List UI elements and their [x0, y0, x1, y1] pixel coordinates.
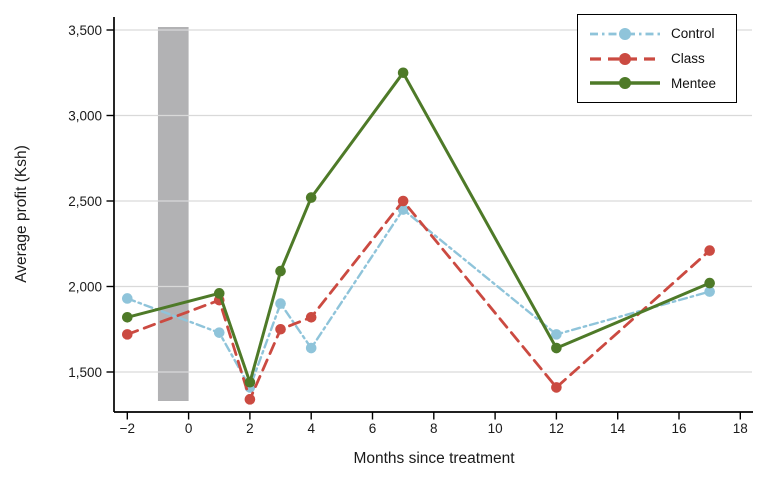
legend-entry-control: Control	[588, 24, 728, 44]
x-axis-title: Months since treatment	[353, 450, 515, 467]
y-tick-label-2000: 2,000	[68, 279, 102, 294]
legend-label-mentee: Mentee	[671, 75, 717, 91]
legend-label-class: Class	[671, 51, 705, 66]
legend-line-sample-control-icon	[590, 27, 660, 40]
data-point-class-m17	[704, 245, 715, 256]
data-point-control-m4	[305, 342, 317, 354]
data-point-control-m1	[213, 327, 225, 338]
legend-sample-marker	[619, 77, 631, 90]
series-line-control	[126, 208, 711, 389]
data-point-mentee-m12	[551, 342, 562, 354]
x-tick-label-4: 4	[307, 421, 315, 436]
legend-entry-class: Class	[588, 49, 728, 69]
data-point-class-m12	[551, 382, 562, 393]
data-point-class-m-2	[122, 329, 133, 340]
y-tick-label-1500: 1,500	[68, 365, 102, 380]
data-point-class-m3	[275, 323, 286, 335]
series-line-class	[125, 199, 711, 401]
data-point-class-m2	[244, 394, 256, 405]
data-point-mentee-m2	[244, 376, 256, 388]
x-tick-label-2: 2	[246, 421, 254, 436]
x-tick-label--2: −2	[120, 421, 135, 436]
data-point-control-m3	[275, 298, 286, 309]
data-point-class-m4	[305, 311, 317, 323]
y-axis-title: Average profit (Ksh)	[13, 145, 30, 283]
legend-sample-marker	[619, 27, 631, 40]
data-point-mentee-m4	[305, 192, 317, 203]
x-tick-label-10: 10	[488, 421, 503, 436]
y-tick-label-2500: 2,500	[68, 194, 102, 209]
legend-label-control: Control	[671, 26, 715, 42]
x-tick-label-14: 14	[610, 421, 626, 436]
series-line-mentee	[125, 71, 712, 384]
data-point-control-m-2	[122, 293, 133, 304]
legend-entry-mentee: Mentee	[588, 73, 728, 93]
y-tick-label-3000: 3,000	[68, 108, 102, 123]
data-point-mentee-m1	[213, 288, 225, 299]
treatment-period-shaded-band	[157, 27, 189, 401]
legend-line-sample-mentee-icon	[590, 77, 660, 90]
x-tick-label-16: 16	[671, 421, 686, 436]
x-tick-label-6: 6	[369, 421, 377, 436]
data-point-mentee-m7	[397, 67, 409, 79]
x-tick-label-12: 12	[549, 421, 564, 436]
legend-sample-marker	[619, 52, 631, 65]
data-point-mentee-m3	[275, 265, 286, 277]
data-point-mentee-m17	[704, 277, 715, 289]
data-point-control-m17	[704, 286, 715, 297]
legend-line-sample-class-icon	[590, 52, 660, 65]
data-point-control-m12	[551, 329, 562, 340]
data-point-control-m7	[397, 204, 409, 215]
data-point-mentee-m-2	[122, 311, 133, 323]
data-point-class-m7	[397, 195, 409, 207]
y-tick-label-3500: 3,500	[68, 23, 102, 38]
x-tick-label-0: 0	[185, 421, 193, 436]
x-tick-label-18: 18	[733, 421, 748, 436]
x-tick-label-8: 8	[430, 421, 438, 436]
legend-box: Control Class Mentee	[577, 14, 737, 103]
